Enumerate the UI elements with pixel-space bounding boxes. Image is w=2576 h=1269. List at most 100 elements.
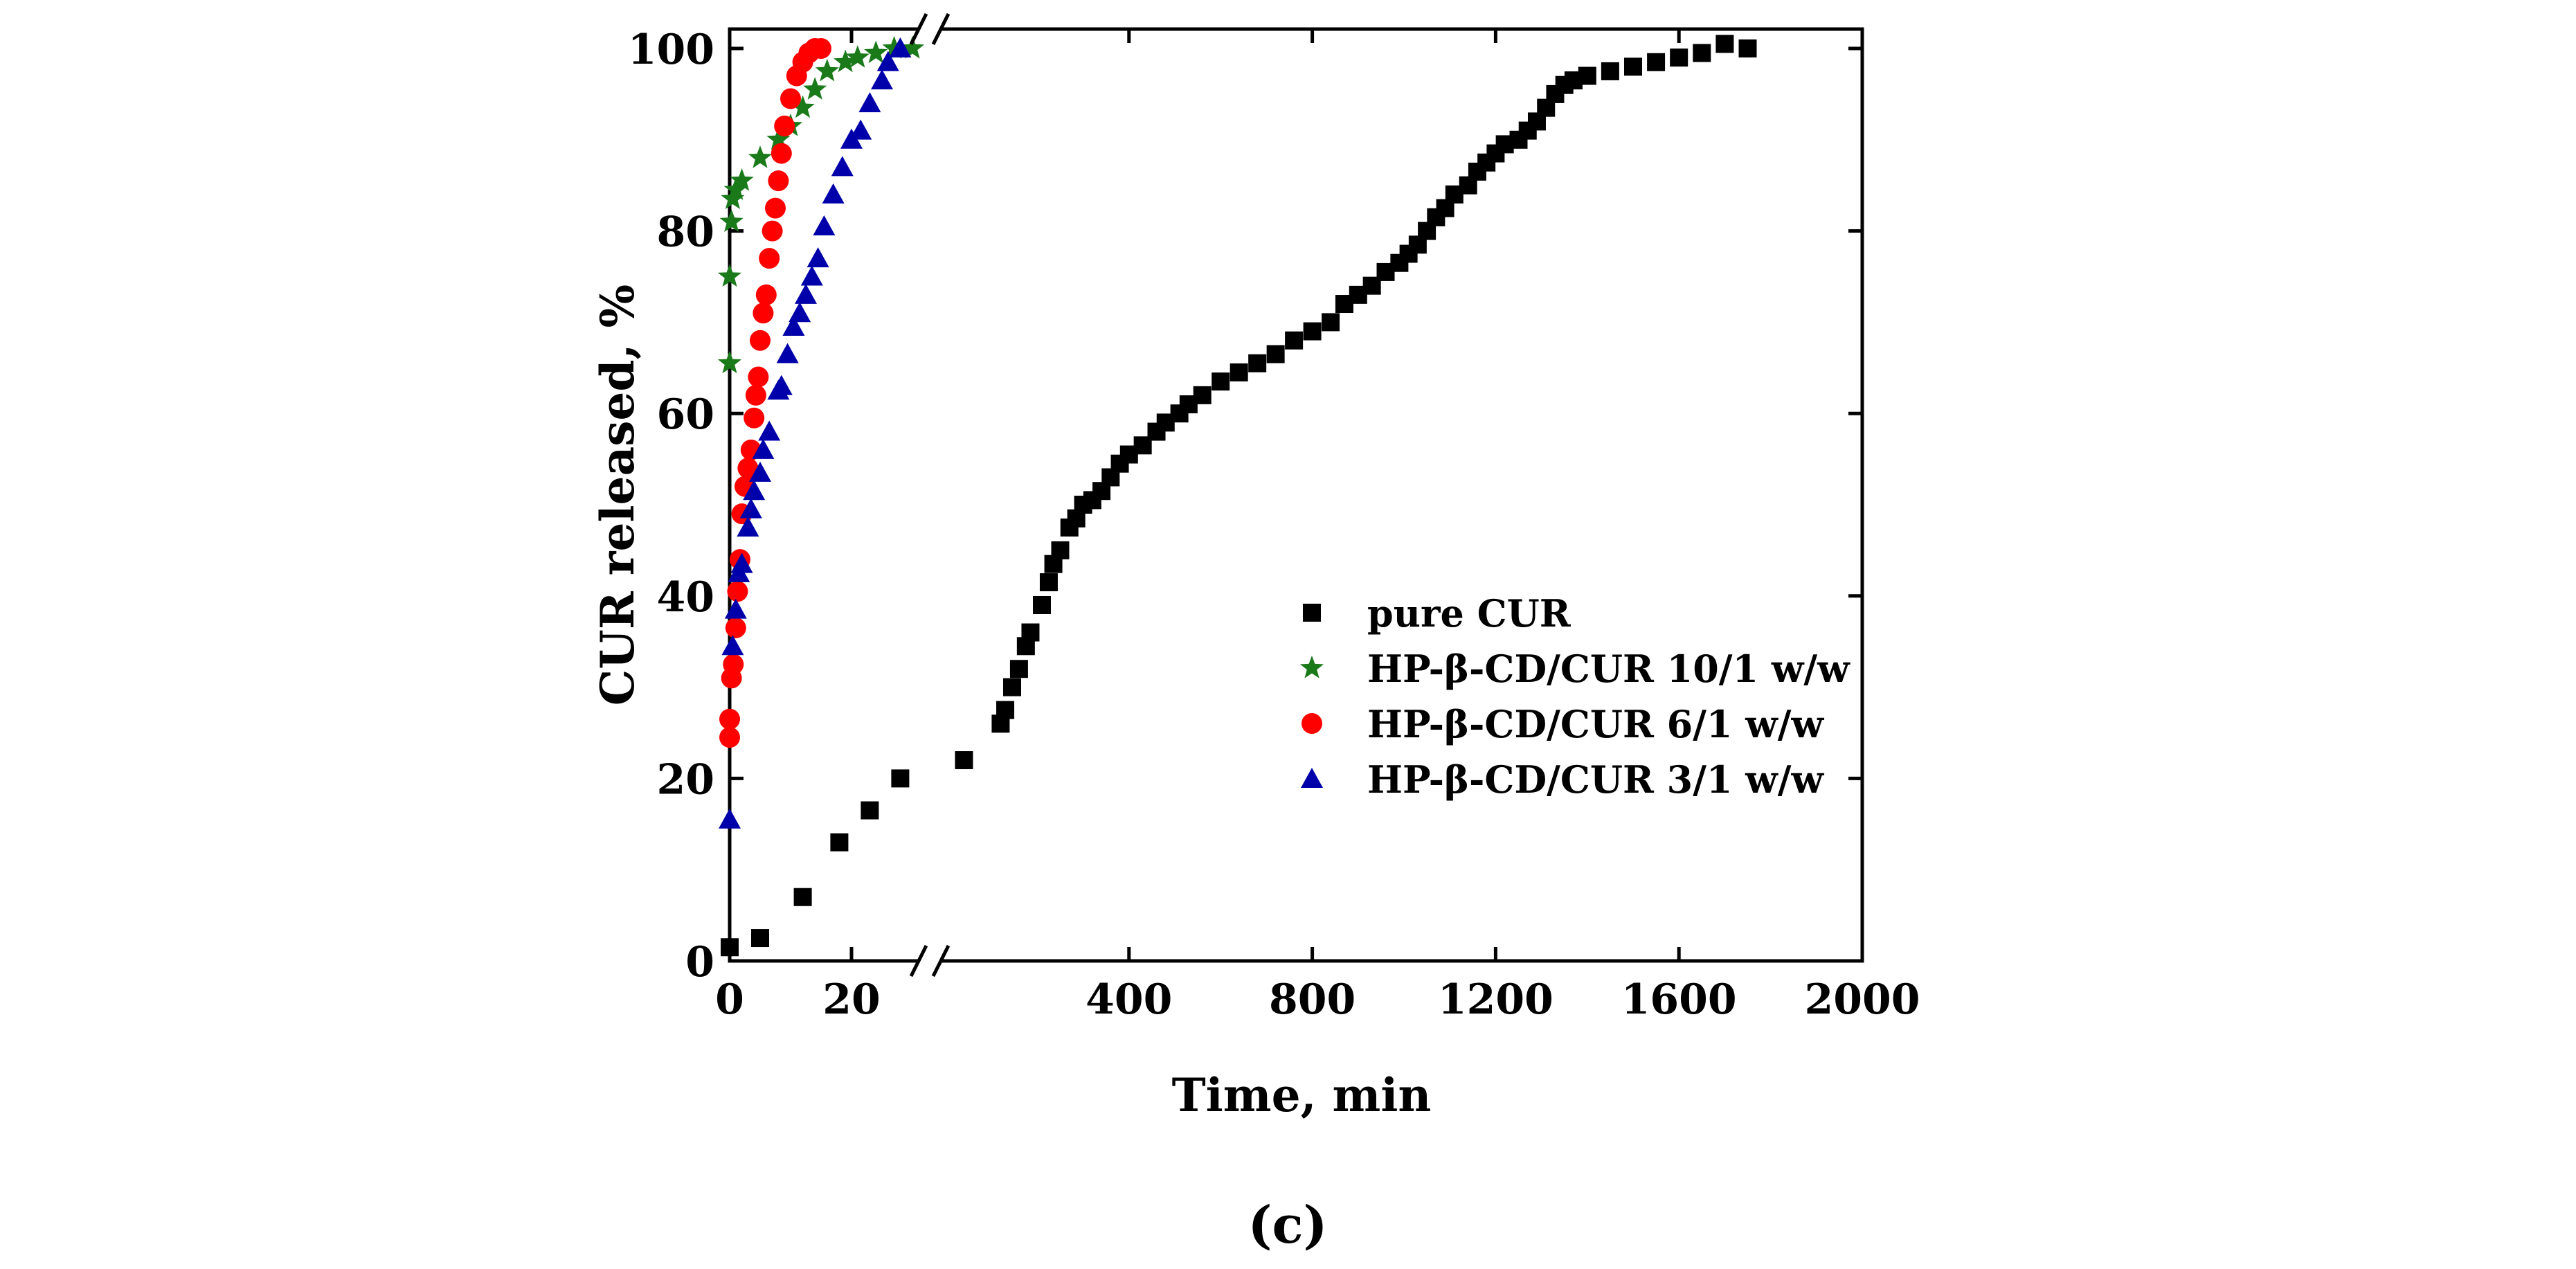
data-point bbox=[845, 45, 870, 68]
data-markers bbox=[717, 35, 1757, 957]
data-point bbox=[723, 654, 744, 675]
x-tick-label: 20 bbox=[822, 975, 881, 1024]
data-point bbox=[1303, 322, 1322, 341]
data-point bbox=[737, 458, 759, 479]
legend-label: HP-β-CD/CUR 6/1 w/w bbox=[1367, 702, 1825, 746]
data-point bbox=[739, 498, 762, 519]
data-point bbox=[762, 220, 783, 242]
data-point bbox=[861, 801, 879, 820]
legend-label: HP-β-CD/CUR 10/1 w/w bbox=[1367, 647, 1850, 691]
data-point bbox=[780, 88, 801, 109]
data-point bbox=[730, 168, 754, 191]
data-point bbox=[752, 438, 775, 459]
data-point bbox=[725, 617, 746, 638]
data-point bbox=[1193, 386, 1212, 404]
data-point bbox=[751, 929, 769, 948]
data-point bbox=[748, 366, 769, 388]
y-tick-label: 80 bbox=[657, 208, 715, 257]
data-point bbox=[1021, 623, 1040, 642]
data-point bbox=[727, 581, 748, 602]
plot-frame bbox=[728, 27, 1864, 963]
data-point bbox=[834, 49, 858, 73]
data-point bbox=[1230, 363, 1248, 381]
data-point bbox=[759, 248, 780, 269]
data-point bbox=[719, 209, 744, 232]
x-axis-label: Time, min bbox=[1172, 1068, 1432, 1122]
data-point bbox=[719, 808, 741, 829]
data-point bbox=[1212, 372, 1230, 391]
data-point bbox=[831, 156, 854, 177]
y-tick-label: 0 bbox=[685, 938, 714, 987]
data-point bbox=[745, 384, 766, 406]
data-point bbox=[830, 833, 849, 852]
data-point bbox=[743, 480, 766, 501]
series-1 bbox=[717, 36, 925, 374]
data-point bbox=[753, 303, 774, 324]
data-point bbox=[721, 186, 745, 209]
series-3 bbox=[719, 37, 912, 829]
axis-break-slash bbox=[909, 12, 928, 46]
data-point bbox=[717, 350, 742, 374]
axis-break-slash bbox=[931, 12, 951, 46]
data-point bbox=[774, 116, 795, 137]
data-point bbox=[776, 343, 799, 363]
data-point bbox=[1051, 541, 1070, 559]
x-tick-label: 400 bbox=[1086, 975, 1172, 1024]
data-point bbox=[815, 59, 839, 82]
figure-caption: (c) bbox=[1248, 1196, 1327, 1255]
x-tick-label: 800 bbox=[1269, 975, 1355, 1024]
legend-marker bbox=[1303, 604, 1321, 622]
data-point bbox=[1248, 354, 1267, 372]
y-tick-label: 20 bbox=[657, 755, 715, 804]
data-point bbox=[771, 143, 792, 164]
data-point bbox=[813, 215, 836, 236]
data-point bbox=[1647, 53, 1666, 71]
x-tick-label: 1600 bbox=[1621, 975, 1737, 1024]
x-tick-label: 0 bbox=[715, 975, 744, 1024]
y-tick-label: 60 bbox=[657, 390, 715, 439]
data-point bbox=[1039, 573, 1058, 592]
data-point bbox=[1601, 62, 1619, 80]
data-point bbox=[748, 145, 773, 168]
y-tick-labels: 0 20 40 60 80 100 bbox=[628, 26, 714, 987]
data-point bbox=[719, 708, 740, 730]
data-point bbox=[719, 727, 740, 748]
data-point bbox=[749, 461, 771, 482]
data-point bbox=[803, 77, 827, 100]
data-point bbox=[876, 51, 899, 71]
legend-label: HP-β-CD/CUR 3/1 w/w bbox=[1367, 757, 1825, 802]
data-point bbox=[807, 247, 829, 268]
data-point bbox=[891, 769, 910, 788]
data-point bbox=[864, 40, 888, 64]
data-point bbox=[721, 635, 744, 656]
data-point bbox=[858, 92, 881, 113]
series-0 bbox=[721, 35, 1757, 957]
axis-break-slash bbox=[909, 944, 928, 978]
data-point bbox=[768, 170, 789, 192]
data-point bbox=[793, 888, 812, 906]
axis-ticks bbox=[728, 29, 1864, 963]
data-point bbox=[791, 95, 815, 118]
data-point bbox=[758, 420, 781, 441]
data-point bbox=[750, 330, 771, 351]
data-point bbox=[755, 284, 777, 305]
data-point bbox=[789, 302, 811, 323]
data-point bbox=[1624, 57, 1642, 76]
data-point bbox=[737, 516, 759, 537]
data-point bbox=[1285, 331, 1304, 350]
data-point bbox=[766, 127, 791, 150]
legend-marker bbox=[1301, 768, 1323, 788]
axis-break bbox=[909, 12, 951, 978]
data-point bbox=[871, 69, 893, 90]
data-point bbox=[724, 598, 747, 619]
y-tick-label: 40 bbox=[657, 573, 715, 622]
data-point bbox=[1033, 595, 1052, 614]
data-point bbox=[717, 264, 742, 287]
data-point bbox=[765, 197, 786, 219]
legend-label: pure CUR bbox=[1367, 591, 1571, 636]
data-point bbox=[1738, 39, 1757, 57]
x-tick-label: 1200 bbox=[1438, 975, 1553, 1024]
data-point bbox=[795, 283, 817, 304]
data-point bbox=[822, 183, 845, 204]
